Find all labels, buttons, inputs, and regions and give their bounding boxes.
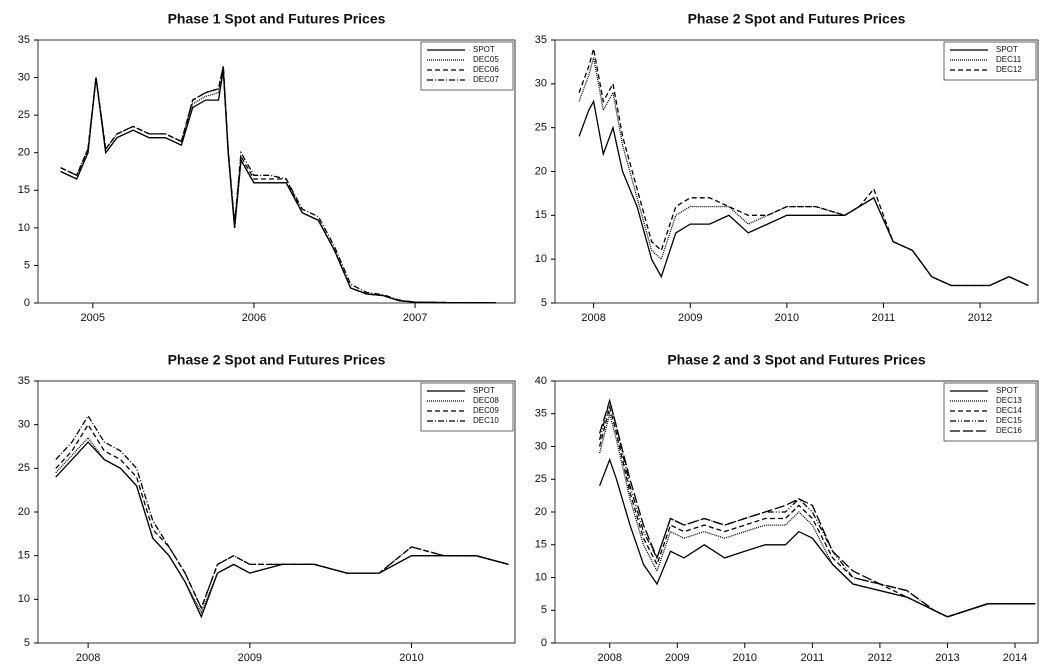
y-tick-label: 25 [535,473,547,485]
y-tick-label: 20 [18,506,30,518]
x-tick-label: 2008 [597,652,621,664]
series-line [55,414,509,610]
series-line [55,423,509,610]
chart-title: Phase 2 Spot and Futures Prices [688,11,906,27]
y-tick-label: 30 [535,78,547,90]
legend-label: DEC07 [473,75,499,84]
x-tick-label: 2011 [872,312,896,324]
y-tick-label: 40 [535,375,547,387]
legend-label: DEC13 [996,396,1022,405]
x-tick-label: 2010 [399,652,423,664]
legend-label: DEC16 [996,426,1022,435]
legend-label: DEC06 [473,65,499,74]
series-line [60,69,496,304]
series-line [55,436,509,614]
legend-label: DEC09 [473,406,499,415]
y-tick-label: 20 [535,506,547,518]
legend-label: DEC15 [996,416,1022,425]
y-tick-label: 10 [18,593,30,605]
y-tick-label: 20 [18,147,30,159]
legend-label: SPOT [996,45,1018,54]
legend-box [420,41,514,91]
y-tick-label: 0 [24,297,30,309]
legend-label: DEC14 [996,406,1022,415]
y-tick-label: 15 [535,539,547,551]
y-tick-label: 15 [18,550,30,562]
series-line [578,99,1029,287]
series-line [598,398,1036,618]
legend-label: DEC10 [473,416,499,425]
y-tick-label: 25 [18,109,30,121]
legend-label: DEC12 [996,65,1022,74]
y-tick-label: 10 [535,253,547,265]
y-tick-label: 10 [535,571,547,583]
y-tick-label: 30 [18,71,30,83]
y-tick-label: 5 [24,637,30,649]
y-tick-label: 25 [535,122,547,134]
legend-label: DEC08 [473,396,499,405]
legend-label: SPOT [996,386,1018,395]
y-tick-label: 15 [18,184,30,196]
x-tick-label: 2008 [76,652,100,664]
y-tick-label: 10 [18,222,30,234]
y-tick-label: 5 [541,297,547,309]
legend-box [943,41,1037,81]
legend-box [943,382,1037,442]
y-tick-label: 0 [541,637,547,649]
series-line [60,69,496,304]
y-tick-label: 25 [18,462,30,474]
y-tick-label: 30 [535,440,547,452]
series-line [598,400,1036,618]
y-tick-label: 30 [18,419,30,431]
series-line [598,457,1036,618]
series-line [60,66,496,304]
x-tick-label: 2009 [238,652,262,664]
legend-label: DEC05 [473,55,499,64]
x-tick-label: 2014 [1003,652,1027,664]
chart-title: Phase 2 and 3 Spot and Futures Prices [667,352,926,368]
x-tick-label: 2012 [968,312,992,324]
y-tick-label: 35 [18,34,30,46]
x-tick-label: 2013 [935,652,959,664]
x-tick-label: 2009 [665,652,689,664]
chart-title: Phase 1 Spot and Futures Prices [168,11,386,27]
y-tick-label: 15 [535,209,547,221]
y-tick-label: 35 [535,34,547,46]
x-tick-label: 2006 [242,312,266,324]
series-line [60,66,496,304]
legend-label: SPOT [473,386,495,395]
series-line [55,441,509,619]
chart-title: Phase 2 Spot and Futures Prices [168,352,386,368]
x-tick-label: 2009 [678,312,702,324]
plot-frame [37,39,516,304]
x-tick-label: 2005 [81,312,105,324]
y-tick-label: 5 [541,604,547,616]
x-tick-label: 2007 [403,312,427,324]
x-tick-label: 2008 [581,312,605,324]
x-tick-label: 2010 [733,652,757,664]
x-tick-label: 2012 [868,652,892,664]
series-line [578,57,1029,287]
legend-box [420,382,514,432]
series-line [578,48,1029,287]
y-tick-label: 20 [535,165,547,177]
y-tick-label: 35 [18,375,30,387]
x-tick-label: 2011 [801,652,825,664]
legend-label: DEC11 [996,55,1022,64]
x-tick-label: 2010 [775,312,799,324]
y-tick-label: 35 [535,408,547,420]
legend-label: SPOT [473,45,495,54]
y-tick-label: 5 [24,259,30,271]
